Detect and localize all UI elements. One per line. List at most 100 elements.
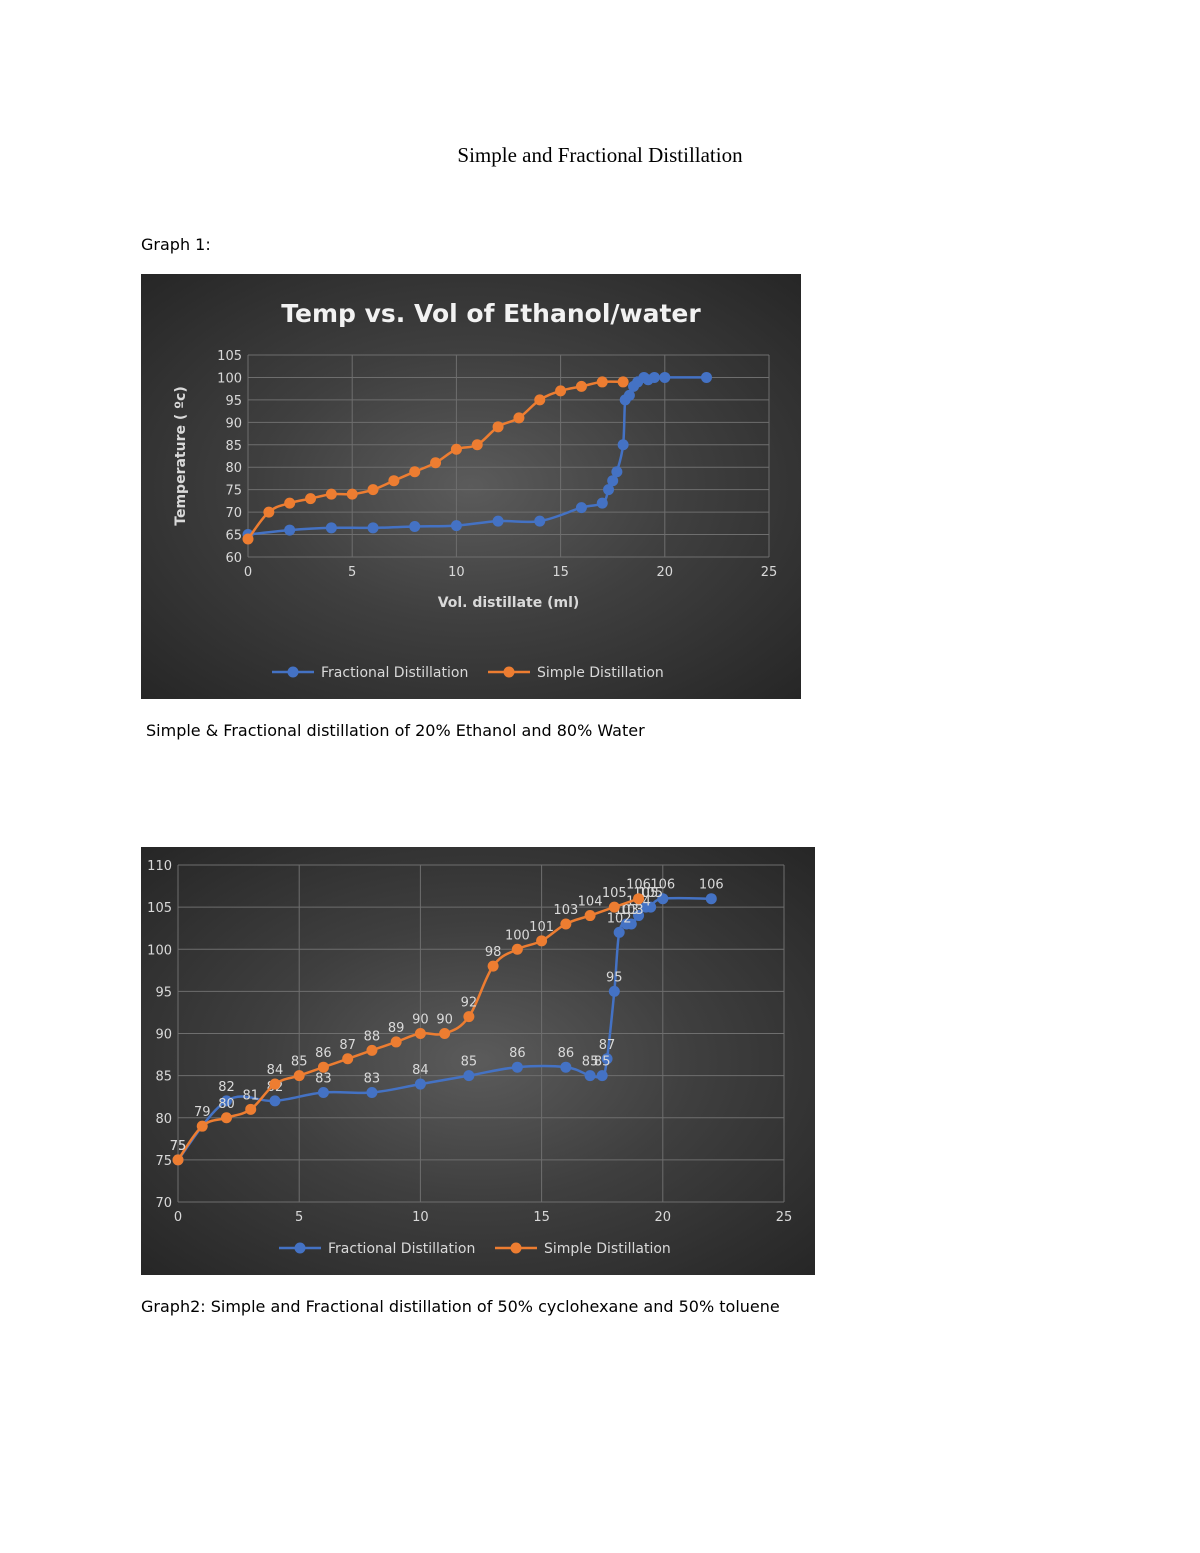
data-label-simple: 80 xyxy=(218,1097,235,1112)
x-tick-label: 0 xyxy=(244,565,252,580)
data-point-simple xyxy=(414,1028,426,1039)
x-tick-label: 25 xyxy=(776,1210,793,1225)
data-label-fractional: 86 xyxy=(558,1046,575,1061)
x-tick-label: 10 xyxy=(448,565,465,580)
y-tick-label: 70 xyxy=(155,1196,172,1211)
x-tick-label: 15 xyxy=(533,1210,550,1225)
gridlines xyxy=(177,864,785,1203)
data-point-simple xyxy=(596,376,608,388)
chart-ethanol-water-plot: Temp vs. Vol of Ethanol/water 60 65 70 75 80 8… xyxy=(173,299,777,681)
x-tick-label: 0 xyxy=(174,1210,182,1225)
series-line-simple xyxy=(176,897,640,1161)
data-point-simple xyxy=(245,1103,257,1115)
data-label-simple: 86 xyxy=(315,1046,332,1061)
legend-label-fractional: Fractional Distillation xyxy=(321,665,468,681)
data-label-simple: 84 xyxy=(267,1063,284,1078)
data-label-fractional: 86 xyxy=(509,1046,526,1061)
y-tick-label: 100 xyxy=(147,943,172,958)
data-point-fractional xyxy=(366,1086,378,1098)
data-point-fractional xyxy=(284,524,296,536)
data-label-simple: 106 xyxy=(626,878,651,893)
data-label-fractional: 85 xyxy=(461,1055,478,1070)
data-point-fractional xyxy=(648,371,660,383)
data-point-fractional xyxy=(623,389,635,401)
legend-marker-fractional xyxy=(294,1242,306,1254)
data-point-fractional xyxy=(607,475,619,487)
data-point-simple xyxy=(450,443,462,455)
data-point-simple xyxy=(608,901,620,913)
data-point-fractional xyxy=(492,515,504,527)
data-point-fractional xyxy=(659,371,671,383)
data-label-fractional: 83 xyxy=(364,1071,381,1086)
data-point-simple xyxy=(220,1112,232,1124)
data-label-simple: 103 xyxy=(553,903,578,918)
data-point-fractional xyxy=(414,1078,426,1090)
chart-ethanol-water: Temp vs. Vol of Ethanol/water 60 65 70 75 80 8… xyxy=(141,274,801,699)
data-label-fractional: 87 xyxy=(599,1038,616,1053)
data-point-simple xyxy=(242,533,254,545)
data-label-fractional: 95 xyxy=(606,970,623,985)
data-point-simple xyxy=(511,943,523,955)
data-point-simple xyxy=(534,394,546,406)
data-point-fractional xyxy=(367,522,379,534)
y-tick-label: 100 xyxy=(217,371,242,386)
data-point-fractional xyxy=(560,1061,572,1073)
data-point-fractional xyxy=(705,893,717,905)
data-point-simple xyxy=(325,488,337,500)
data-point-simple xyxy=(430,457,442,469)
data-point-simple xyxy=(633,893,645,905)
x-tick-label: 5 xyxy=(348,565,356,580)
data-point-simple xyxy=(492,421,504,433)
x-tick-label: 15 xyxy=(552,565,569,580)
data-label-simple: 105 xyxy=(602,886,627,901)
x-tick-label: 20 xyxy=(655,1210,672,1225)
data-label-fractional: 82 xyxy=(218,1080,235,1095)
graph1-label: Graph 1: xyxy=(141,235,211,254)
data-label-fractional: 75 xyxy=(170,1139,187,1154)
data-point-fractional xyxy=(633,910,645,922)
data-point-simple xyxy=(388,475,400,487)
data-point-fractional xyxy=(603,484,615,496)
data-label-fractional: 85 xyxy=(594,1055,611,1070)
legend-label-fractional: Fractional Distillation xyxy=(328,1241,475,1257)
data-point-fractional xyxy=(700,371,712,383)
y-tick-label: 70 xyxy=(225,506,242,521)
y-tick-label: 60 xyxy=(225,551,242,566)
data-point-fractional xyxy=(657,893,669,905)
legend-marker-simple xyxy=(510,1242,522,1254)
x-axis-label: Vol. distillate (ml) xyxy=(438,595,580,611)
data-label-simple: 87 xyxy=(339,1038,356,1053)
data-point-fractional xyxy=(645,901,657,913)
series-line-fractional xyxy=(247,375,707,536)
y-tick-label: 90 xyxy=(155,1028,172,1043)
data-point-simple xyxy=(269,1078,281,1090)
data-label-simple: 101 xyxy=(529,920,554,935)
data-point-simple xyxy=(342,1053,354,1065)
data-point-simple xyxy=(555,385,567,397)
data-label-fractional: 83 xyxy=(315,1071,332,1086)
data-label-fractional: 84 xyxy=(412,1063,429,1078)
data-point-fractional xyxy=(534,515,546,527)
data-point-simple xyxy=(390,1036,402,1048)
chart-cyclohexane-toluene-plot: 7075808590951001051100510152025758282838… xyxy=(147,859,793,1257)
data-point-simple xyxy=(513,412,525,424)
data-label-simple: 98 xyxy=(485,945,502,960)
data-label-simple: 75 xyxy=(170,1139,187,1154)
data-point-fractional xyxy=(269,1095,281,1107)
data-point-simple xyxy=(471,439,483,451)
data-point-simple xyxy=(617,376,629,388)
data-point-fractional xyxy=(584,1070,596,1082)
data-point-simple xyxy=(575,380,587,392)
data-point-fractional xyxy=(596,497,608,509)
data-label-fractional: 102 xyxy=(607,911,632,926)
graph2-caption: Graph2: Simple and Fractional distillati… xyxy=(141,1297,780,1316)
graph1-caption: Simple & Fractional distillation of 20% … xyxy=(146,721,645,740)
data-point-fractional xyxy=(601,1053,613,1065)
data-point-simple xyxy=(196,1120,208,1132)
y-tick-label: 75 xyxy=(155,1154,172,1169)
legend-label-simple: Simple Distillation xyxy=(544,1241,671,1257)
data-point-simple xyxy=(463,1011,475,1023)
y-tick-label: 65 xyxy=(225,529,242,544)
x-tick-label: 20 xyxy=(657,565,674,580)
data-point-fractional xyxy=(325,522,337,534)
